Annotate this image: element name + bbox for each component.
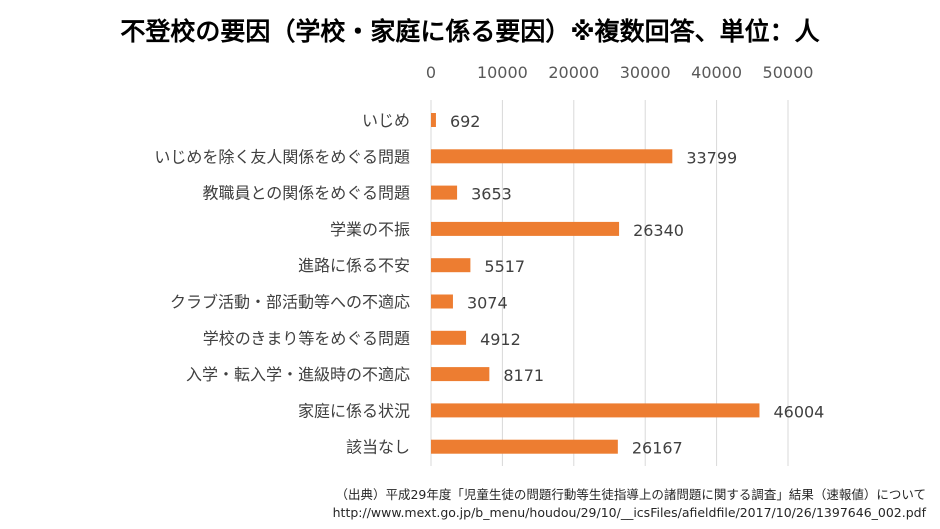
data-label: 3653 (471, 185, 512, 204)
data-label: 3074 (467, 294, 508, 313)
bar (431, 113, 436, 127)
chart-title: 不登校の要因（学校・家庭に係る要因）※複数回答、単位：人 (120, 17, 820, 46)
bar (431, 149, 673, 164)
bar (431, 367, 490, 382)
category-label: 進路に係る不安 (298, 256, 410, 275)
data-label: 5517 (484, 257, 525, 276)
category-label: 該当なし (346, 438, 410, 457)
category-label: 学業の不振 (330, 220, 410, 239)
data-labels: 692 33799 3653 26340 5517 3074 4912 8171 46004 26… (450, 112, 824, 458)
x-tick-label: 10000 (477, 63, 528, 82)
data-label: 46004 (773, 402, 824, 421)
bar (431, 294, 453, 309)
source-note: （出典）平成29年度「児童生徒の問題行動等生徒指導上の諸問題に関する調査」結果（… (126, 486, 926, 522)
source-url[interactable]: http://www.mext.go.jp/b_menu/houdou/29/1… (332, 505, 926, 520)
bar (431, 185, 458, 200)
x-axis-ticks: 0 10000 20000 30000 40000 50000 (426, 63, 814, 82)
x-tick-label: 40000 (691, 63, 742, 82)
category-labels: いじめいじめを除く友人関係をめぐる問題教職員との関係をめぐる問題学業の不振進路に… (154, 111, 410, 457)
data-label: 8171 (503, 366, 544, 385)
category-label: 入学・転入学・進級時の不適応 (186, 365, 410, 384)
bar (431, 221, 620, 236)
category-label: 学校のきまり等をめぐる問題 (203, 329, 410, 348)
category-label: クラブ活動・部活動等への不適応 (170, 293, 410, 312)
data-label: 33799 (686, 148, 737, 167)
bar (431, 258, 471, 273)
bar (431, 403, 760, 418)
x-tick-label: 50000 (763, 63, 814, 82)
data-label: 4912 (480, 330, 521, 349)
x-tick-label: 0 (426, 63, 436, 82)
bar (431, 439, 618, 454)
data-label: 692 (450, 112, 481, 131)
bar (431, 330, 467, 345)
category-label: いじめ (362, 111, 410, 130)
source-citation: （出典）平成29年度「児童生徒の問題行動等生徒指導上の諸問題に関する調査」結果（… (335, 487, 926, 502)
category-label: 家庭に係る状況 (298, 401, 410, 420)
x-tick-label: 20000 (548, 63, 599, 82)
x-tick-label: 30000 (620, 63, 671, 82)
bars (431, 113, 760, 454)
data-label: 26167 (632, 439, 683, 458)
category-label: 教職員との関係をめぐる問題 (202, 184, 410, 203)
data-label: 26340 (633, 221, 684, 240)
category-label: いじめを除く友人関係をめぐる問題 (154, 147, 410, 166)
